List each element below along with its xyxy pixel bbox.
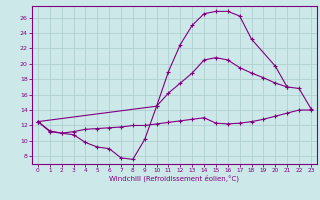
- X-axis label: Windchill (Refroidissement éolien,°C): Windchill (Refroidissement éolien,°C): [109, 175, 239, 182]
